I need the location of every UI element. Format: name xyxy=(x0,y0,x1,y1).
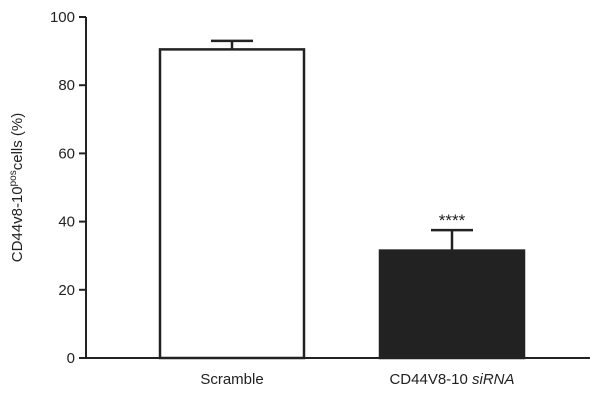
labels-group: CD44v8-10poscells (%) Scramble **** CD44V8-… xyxy=(8,113,515,388)
y-tick-label-80: 80 xyxy=(58,77,75,94)
y-tick-label-20: 20 xyxy=(58,282,75,299)
bar-1 xyxy=(158,48,306,360)
y-axis: 0 20 40 60 80 100 xyxy=(50,9,87,367)
y-tick-label-100: 100 xyxy=(50,9,75,26)
x-category-label-1: Scramble xyxy=(200,371,263,388)
y-tick-label-0: 0 xyxy=(67,350,75,367)
x-category-label-2: CD44V8-10 siRNA xyxy=(389,371,514,388)
y-tick-label-60: 60 xyxy=(58,145,75,162)
significance-label-2: **** xyxy=(439,211,466,230)
y-axis-label: CD44v8-10poscells (%) xyxy=(8,113,26,263)
bars-group xyxy=(158,39,526,360)
bar-2 xyxy=(378,249,526,360)
y-tick-label-40: 40 xyxy=(58,214,75,231)
